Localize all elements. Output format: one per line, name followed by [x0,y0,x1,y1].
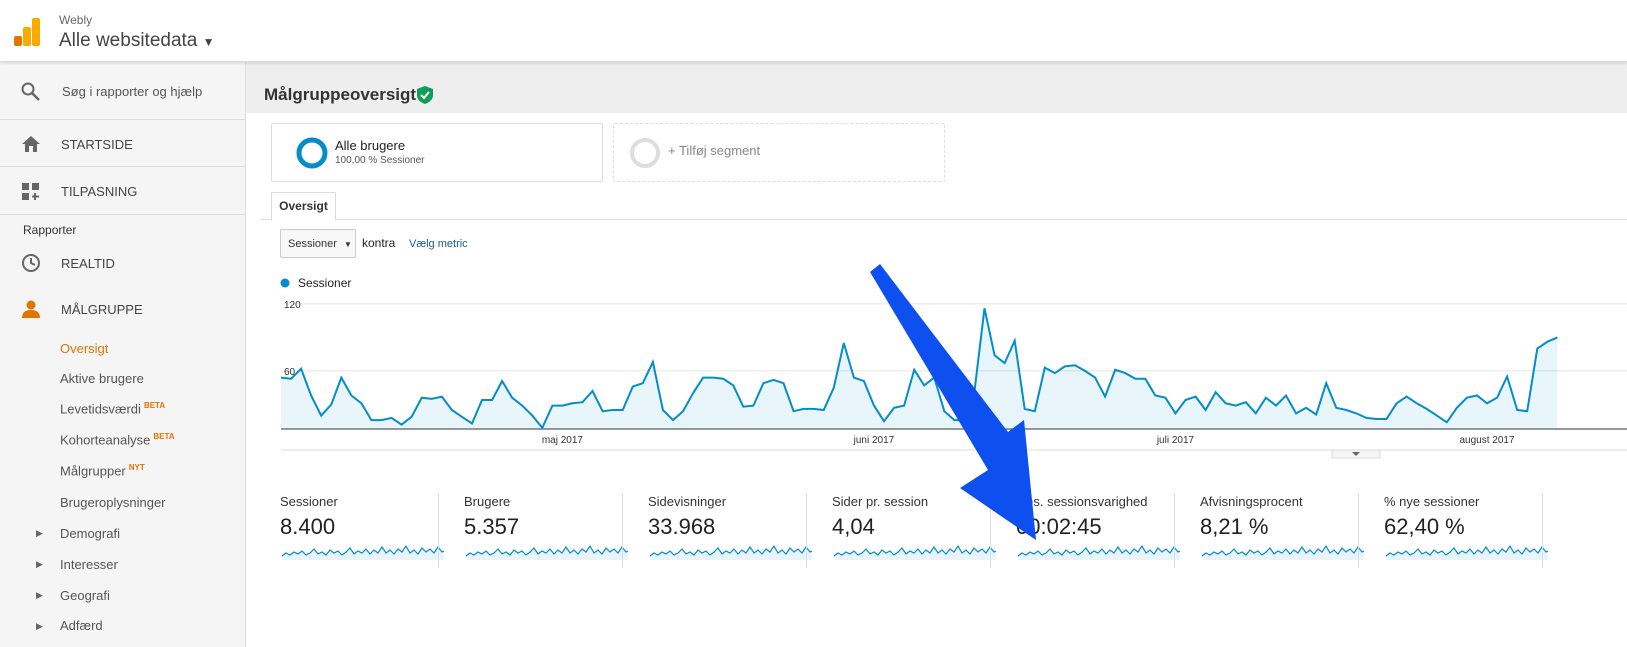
metric-separator [622,493,623,568]
section-label: Rapporter [23,223,77,237]
segment-name: Alle brugere [335,138,406,153]
verified-icon [417,86,433,104]
title-bar: Målgruppeoversigt [246,62,1627,113]
metric-label: Afvisningsprocent [1200,494,1303,509]
metric-separator [438,493,439,568]
nav-subitem[interactable]: Brugeroplysninger [60,495,166,510]
metric-label: Sidevisninger [648,494,727,509]
label[interactable]: Målgrupper [60,463,126,479]
sparkline [650,545,812,560]
person-icon [22,300,40,318]
badge: NYT [128,463,145,472]
nav-subitem[interactable]: Aktive brugere [60,371,144,386]
nav-subitem[interactable]: Oversigt [60,341,109,356]
expand-icon: ▶ [36,590,43,600]
x-tick-label: juni 2017 [853,435,895,446]
badge: BETA [143,401,166,410]
logo [14,18,40,46]
badge: BETA [153,432,175,441]
account-name: Webly [59,13,93,27]
metric-dropdown[interactable]: Sessioner ▼ [280,229,356,258]
tab-line [260,219,1627,220]
metric-separator [1358,493,1359,568]
y-tick-label: 60 [284,367,296,378]
legend-label: Sessioner [298,276,351,290]
nav-subitem[interactable]: Levetidsværdi BETA [60,401,165,416]
metric-value: 8.400 [280,514,336,539]
x-tick-label: august 2017 [1459,435,1514,446]
sparkline [466,545,628,560]
tab[interactable]: Oversigt [271,192,336,221]
nav-item[interactable]: REALTID [61,256,115,271]
metric-separator [1542,493,1543,568]
nav-item[interactable]: TILPASNING [61,184,138,199]
sidebar: Søg i rapporter og hjælp STARTSIDE TILPA… [0,62,246,647]
sparkline [834,545,996,560]
page-title: Målgruppeoversigt [264,85,417,104]
sparkline [1018,545,1180,560]
versus-label: kontra [362,236,396,250]
nav-item[interactable]: STARTSIDE [61,137,133,152]
nav-subitem[interactable]: Demografi [60,526,120,541]
metric-value: 5.357 [464,514,520,539]
add-segment-label[interactable]: + Tilføj segment [668,143,761,158]
clock-icon [22,254,40,272]
sparkline [282,545,444,560]
expand-icon: ▶ [36,528,43,538]
x-tick-label: maj 2017 [542,435,584,446]
expand-icon: ▶ [36,621,43,631]
area [281,308,1558,429]
choose-metric-link[interactable]: Vælg metric [409,238,468,250]
x-tick-label: juli 2017 [1156,435,1195,446]
metric-value: 4,04 [832,514,875,539]
home-icon [22,136,40,152]
segment-detail: 100,00 % Sessioner [335,155,425,166]
header: Webly Alle websitedata ▼ [0,0,1627,62]
metric-separator [990,493,991,568]
customize-icon [22,183,39,200]
metric-separator [1174,493,1175,568]
metric-label: Brugere [464,494,511,509]
sparkline [1202,545,1364,560]
nav-subitem[interactable]: Målgrupper NYT [60,463,145,478]
segment-card[interactable]: Alle brugere 100,00 % Sessioner [271,123,603,182]
metric-label: % nye sessioner [1384,494,1480,509]
search-icon [21,82,40,101]
add-segment[interactable]: + Tilføj segment [613,123,945,182]
nav-item[interactable]: MÅLGRUPPE [61,302,143,317]
y-tick-label: 120 [284,300,301,311]
segment-placeholder [630,138,660,168]
metric-value: 00:02:45 [1016,514,1102,539]
sparkline [1386,545,1548,560]
metric-value: 62,40 % [1384,514,1465,539]
nav-subitem[interactable]: Geografi [60,588,110,603]
legend-dot [280,278,290,288]
search-box[interactable]: Søg i rapporter og hjælp [62,84,203,99]
expand-icon: ▶ [36,559,43,569]
label[interactable]: Kohorteanalyse [60,432,151,448]
label[interactable]: Levetidsværdi [60,401,141,417]
dropdown-label[interactable]: Sessioner [288,238,337,250]
metric-value: 33.968 [648,514,716,539]
metric-label: Sider pr. session [832,494,929,509]
metric-separator [806,493,807,568]
nav-subitem[interactable]: Interesser [60,557,118,572]
nav-subitem[interactable]: Adfærd [60,618,103,633]
segment-donut [296,137,328,169]
nav-subitem[interactable]: Kohorteanalyse BETA [60,432,175,447]
metric-label: Sessioner [280,494,338,509]
property-name[interactable]: Alle websitedata [59,30,198,51]
property-selector[interactable]: Alle websitedata ▼ [59,30,215,51]
metric-label: Gns. sessionsvarighed [1016,494,1148,509]
metric-value: 8,21 % [1200,514,1269,539]
collapse-arrow [1352,452,1360,456]
